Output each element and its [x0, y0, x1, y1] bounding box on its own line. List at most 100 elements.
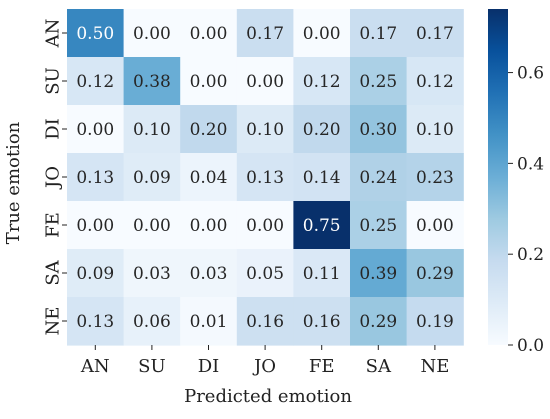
heatmap-cell-di-su [123, 105, 181, 154]
cell-value-label: 0.03 [133, 264, 171, 284]
y-tick-label-sa: SA [43, 259, 64, 285]
x-tick-label-an: AN [80, 356, 110, 377]
cell-value-label: 0.00 [76, 216, 114, 236]
heatmap-cell-ne-sa [350, 297, 408, 346]
y-tick-label-su: SU [43, 67, 64, 95]
heatmap-cell-sa-ne [406, 249, 464, 298]
heatmap-cell-su-su [123, 57, 181, 106]
heatmap-cell-fe-sa [350, 201, 408, 250]
x-tick-label-su: SU [138, 356, 166, 377]
cell-value-label: 0.13 [76, 312, 114, 332]
heatmap-cell-sa-su [123, 249, 181, 298]
heatmap-cell-di-sa [350, 105, 408, 154]
cell-value-label: 0.16 [303, 312, 341, 332]
cell-value-label: 0.00 [190, 216, 228, 236]
y-axis-label: True emotion [3, 121, 24, 244]
cell-value-label: 0.09 [133, 168, 171, 188]
heatmap-cell-an-an [67, 9, 125, 58]
cell-value-label: 0.29 [359, 312, 397, 332]
y-tick-label-ne: NE [43, 307, 64, 336]
cell-value-label: 0.01 [190, 312, 228, 332]
colorbar-ticks: 0.0 0.2 0.4 0.6 [508, 64, 544, 356]
heatmap-cell-an-su [123, 9, 181, 58]
cell-value-label: 0.25 [359, 216, 397, 236]
cell-value-label: 0.38 [133, 72, 171, 92]
heatmap-cell-an-jo [236, 9, 294, 58]
heatmap-cell-ne-ne [406, 297, 464, 346]
cell-value-label: 0.16 [246, 312, 284, 332]
y-axis-ticks: AN SU DI JO FE SA NE [43, 19, 67, 336]
cell-value-label: 0.23 [416, 168, 454, 188]
heatmap-cell-su-di [180, 57, 238, 106]
heatmap-cell-ne-an [67, 297, 125, 346]
heatmap-cell-jo-jo [236, 153, 294, 202]
x-tick-label-fe: FE [309, 356, 335, 377]
cell-value-label: 0.19 [416, 312, 454, 332]
heatmap-cell-fe-su [123, 201, 181, 250]
heatmap-cell-labels: 0.50 0.00 0.00 0.17 0.00 0.17 0.17 0.12 0.38 0.00… [76, 24, 453, 332]
cell-value-label: 0.30 [359, 120, 397, 140]
heatmap-cell-fe-jo [236, 201, 294, 250]
cell-value-label: 0.25 [359, 72, 397, 92]
heatmap-cell-jo-su [123, 153, 181, 202]
cell-value-label: 0.00 [190, 72, 228, 92]
heatmap-cell-sa-di [180, 249, 238, 298]
heatmap-cell-an-fe [293, 9, 351, 58]
y-tick-label-di: DI [43, 118, 64, 140]
heatmap-cell-jo-fe [293, 153, 351, 202]
cell-value-label: 0.12 [303, 72, 341, 92]
heatmap-cell-su-sa [350, 57, 408, 106]
cell-value-label: 0.24 [359, 168, 397, 188]
cell-value-label: 0.10 [246, 120, 284, 140]
heatmap-cell-jo-ne [406, 153, 464, 202]
heatmap-cell-fe-ne [406, 201, 464, 250]
cell-value-label: 0.20 [190, 120, 228, 140]
cell-value-label: 0.10 [133, 120, 171, 140]
x-tick-label-di: DI [198, 356, 220, 377]
heatmap-cell-an-di [180, 9, 238, 58]
heatmap-cell-an-sa [350, 9, 408, 58]
cell-value-label: 0.09 [76, 264, 114, 284]
x-axis-label: Predicted emotion [184, 386, 352, 407]
heatmap-cell-di-di [180, 105, 238, 154]
heatmap-cell-ne-fe [293, 297, 351, 346]
cell-value-label: 0.00 [76, 120, 114, 140]
heatmap-cells [67, 9, 464, 346]
y-tick-label-fe: FE [43, 212, 64, 238]
heatmap-cell-fe-di [180, 201, 238, 250]
heatmap-cell-su-ne [406, 57, 464, 106]
cell-value-label: 0.12 [416, 72, 454, 92]
cell-value-label: 0.11 [303, 264, 341, 284]
heatmap-cell-sa-jo [236, 249, 294, 298]
heatmap-cell-fe-fe [293, 201, 351, 250]
x-tick-label-ne: NE [420, 356, 449, 377]
x-axis-ticks: AN SU DI JO FE SA NE [80, 345, 449, 377]
heatmap-cell-su-fe [293, 57, 351, 106]
heatmap-cell-jo-di [180, 153, 238, 202]
cell-value-label: 0.13 [246, 168, 284, 188]
colorbar-tick-label: 0.0 [517, 336, 544, 356]
cell-value-label: 0.00 [246, 216, 284, 236]
cell-value-label: 0.03 [190, 264, 228, 284]
heatmap-cell-sa-an [67, 249, 125, 298]
heatmap-cell-ne-di [180, 297, 238, 346]
cell-value-label: 0.00 [246, 72, 284, 92]
heatmap-cell-sa-sa [350, 249, 408, 298]
heatmap-cell-ne-jo [236, 297, 294, 346]
cell-value-label: 0.14 [303, 168, 341, 188]
heatmap-cell-sa-fe [293, 249, 351, 298]
cell-value-label: 0.00 [303, 24, 341, 44]
cell-value-label: 0.10 [416, 120, 454, 140]
cell-value-label: 0.17 [246, 24, 284, 44]
heatmap-cell-ne-su [123, 297, 181, 346]
heatmap-cell-jo-an [67, 153, 125, 202]
cell-value-label: 0.17 [359, 24, 397, 44]
colorbar-tick-label: 0.4 [517, 154, 544, 174]
cell-value-label: 0.00 [190, 24, 228, 44]
heatmap-cell-di-fe [293, 105, 351, 154]
heatmap-cell-jo-sa [350, 153, 408, 202]
cell-value-label: 0.29 [416, 264, 454, 284]
x-tick-label-sa: SA [366, 356, 392, 377]
colorbar-tick-label: 0.6 [517, 64, 544, 84]
